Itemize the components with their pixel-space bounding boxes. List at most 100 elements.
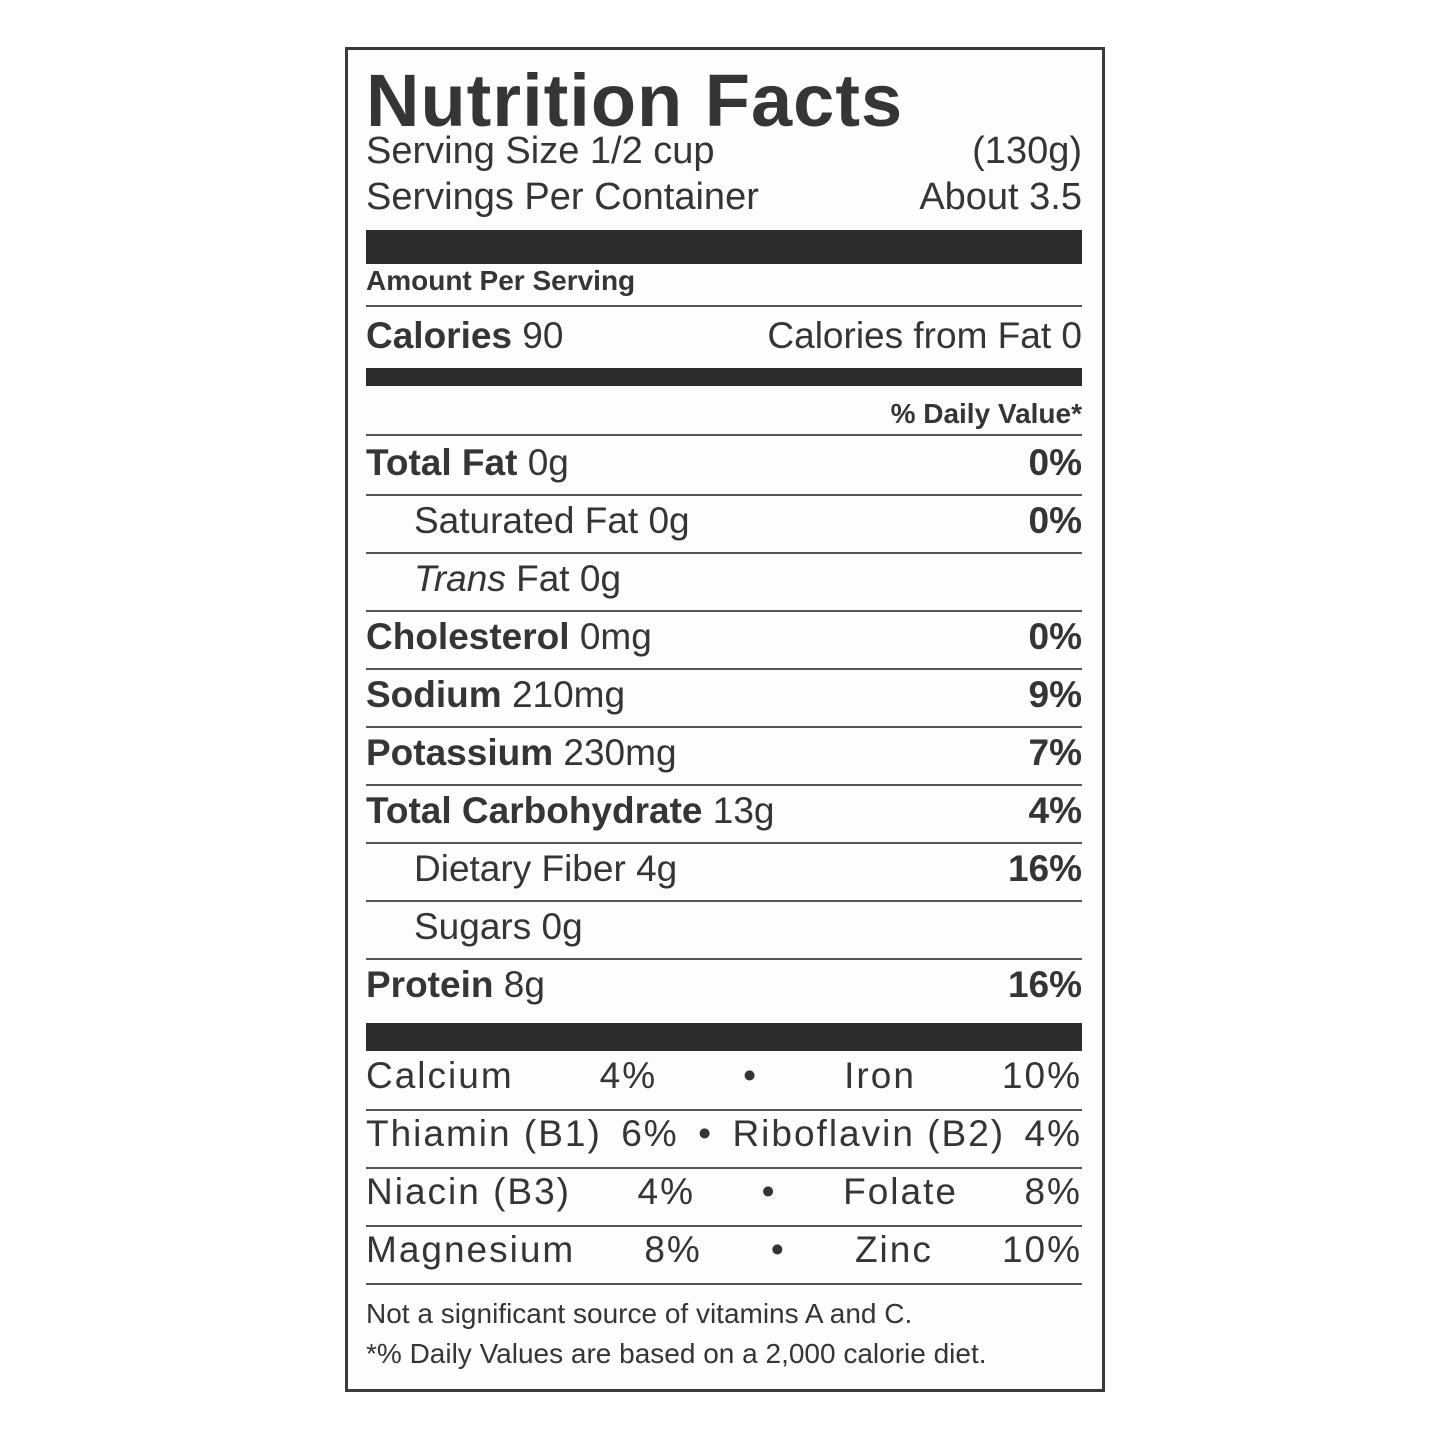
nutrient-row: Dietary Fiber 4g 16% [366,848,1082,890]
nutrient-row: Protein 8g 16% [366,964,1082,1006]
nutrient-daily-value: 7% [1028,732,1082,773]
nutrient-name: Sugars [414,906,532,947]
divider [366,726,1082,728]
vitamin-row: Thiamin (B1) 6% • Riboflavin (B2) 4% [366,1113,1082,1155]
vitamin-row: Calcium 4% • Iron 10% [366,1055,1082,1097]
divider [366,1283,1082,1285]
nutrient-row: Cholesterol 0mg 0% [366,616,1082,658]
nutrient-row: Sugars 0g [366,906,1082,948]
nutrient-amount: Fat 0g [516,558,622,599]
calories-value: 90 [522,315,564,356]
nutrient-amount: 0g [648,500,690,541]
vitamin-name: Calcium [366,1055,514,1096]
nutrient-name: Cholesterol [366,616,570,657]
bullet-separator: • [761,1171,777,1212]
vitamin-name: Riboflavin (B2) [732,1113,1006,1154]
divider [366,958,1082,960]
vitamin-dv: 10% [1001,1055,1082,1096]
daily-value-header: % Daily Value* [890,398,1082,429]
divider [366,668,1082,670]
bullet-separator: • [743,1055,759,1096]
vitamin-name: Folate [843,1171,958,1212]
nutrient-daily-value: 0% [1028,442,1082,483]
nutrient-daily-value: 16% [1007,848,1082,889]
calories-label: Calories [366,315,513,356]
vitamin-name: Thiamin (B1) [366,1113,602,1154]
nutrient-name: Potassium [366,732,554,773]
vitamin-dv: 4% [637,1171,696,1212]
nutrient-row: Potassium 230mg 7% [366,732,1082,774]
nutrient-amount: 0mg [579,616,652,657]
divider [366,1109,1082,1111]
serving-size-label: Serving Size 1/2 cup [366,130,715,172]
vitamin-name: Magnesium [366,1229,576,1270]
divider [366,1225,1082,1227]
servings-label: Servings Per Container [366,176,759,218]
nutrient-name: Trans [414,558,506,599]
vitamin-row: Magnesium 8% • Zinc 10% [366,1229,1082,1271]
nutrient-amount: 0g [527,442,569,483]
vitamin-name: Niacin (B3) [366,1171,571,1212]
vitamin-dv: 4% [599,1055,658,1096]
bullet-separator: • [698,1113,714,1154]
nutrient-name: Protein [366,964,494,1005]
vitamin-name: Zinc [854,1229,933,1270]
label-title: Nutrition Facts [366,59,904,142]
nutrient-daily-value: 0% [1028,616,1082,657]
bullet-separator: • [770,1229,786,1270]
medium-divider [366,368,1082,386]
nutrient-amount: 8g [503,964,545,1005]
nutrient-amount: 13g [712,790,775,831]
thick-divider [366,1023,1082,1051]
nutrient-name: Total Carbohydrate [366,790,703,831]
nutrient-daily-value: 0% [1028,500,1082,541]
serving-size-row: Serving Size 1/2 cup (130g) [366,130,1082,173]
amount-per-serving: Amount Per Serving [366,265,1082,297]
divider [366,1167,1082,1169]
daily-value-header-row: % Daily Value* [366,398,1082,430]
nutrient-row: Total Carbohydrate 13g 4% [366,790,1082,832]
vitamin-dv: 6% [621,1113,679,1154]
divider [366,610,1082,612]
nutrient-row: Trans Fat 0g [366,558,1082,600]
nutrient-daily-value: 9% [1028,674,1082,715]
divider [366,434,1082,436]
footnote-text: *% Daily Values are based on a 2,000 cal… [366,1338,987,1369]
vitamin-dv: 8% [644,1229,702,1270]
nutrient-row: Saturated Fat 0g 0% [366,500,1082,542]
nutrient-name: Sodium [366,674,502,715]
vitamin-dv: 4% [1024,1113,1082,1154]
divider [366,900,1082,902]
nutrient-name: Saturated Fat [414,500,639,541]
vitamin-dv: 10% [1001,1229,1082,1270]
nutrient-row: Total Fat 0g 0% [366,442,1082,484]
nutrient-amount: 0g [541,906,583,947]
footnote-text: Not a significant source of vitamins A a… [366,1298,913,1329]
nutrition-facts-label: Nutrition Facts Serving Size 1/2 cup (13… [345,47,1105,1392]
nutrient-amount: 230mg [563,732,677,773]
divider [366,552,1082,554]
vitamin-name: Iron [844,1055,916,1096]
footnote-1: Not a significant source of vitamins A a… [366,1298,1082,1330]
amount-per-serving-text: Amount Per Serving [366,265,636,296]
nutrient-row: Sodium 210mg 9% [366,674,1082,716]
servings-value: About 3.5 [919,176,1082,218]
vitamin-dv: 8% [1024,1171,1082,1212]
calories-from-fat: Calories from Fat 0 [767,315,1082,356]
nutrient-amount: 210mg [511,674,626,715]
divider [366,494,1082,496]
footnote-2: *% Daily Values are based on a 2,000 cal… [366,1338,1082,1370]
vitamin-row: Niacin (B3) 4% • Folate 8% [366,1171,1082,1213]
serving-size-value: (130g) [972,130,1082,172]
nutrient-daily-value: 16% [1007,964,1082,1005]
nutrient-amount: 4g [636,848,678,889]
calories-row: Calories 90 Calories from Fat 0 [366,315,1082,357]
nutrient-name: Total Fat [366,442,518,483]
divider [366,784,1082,786]
divider [366,842,1082,844]
thick-divider [366,230,1082,264]
servings-per-container-row: Servings Per Container About 3.5 [366,176,1082,219]
nutrient-daily-value: 4% [1028,790,1082,831]
nutrient-name: Dietary Fiber [414,848,626,889]
divider [366,305,1082,307]
